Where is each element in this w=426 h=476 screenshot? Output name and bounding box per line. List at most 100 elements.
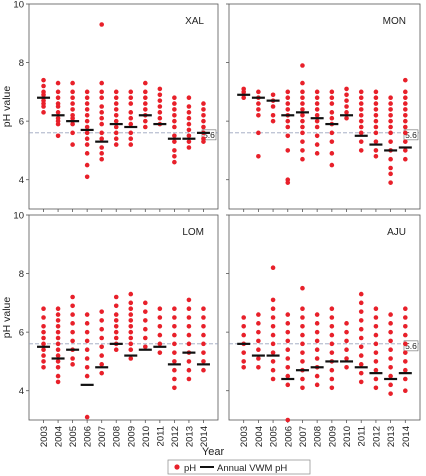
y-tick-label: 4 [19, 175, 24, 186]
data-point [373, 323, 379, 329]
data-point [256, 312, 261, 317]
data-point [300, 323, 305, 329]
data-point [201, 306, 206, 312]
data-point [388, 321, 393, 326]
data-point [157, 104, 163, 109]
data-point [113, 294, 119, 300]
data-point [373, 112, 379, 118]
data-point [157, 115, 163, 121]
data-point [388, 101, 393, 106]
y-tick-label: 6 [19, 117, 24, 128]
data-point [186, 359, 192, 364]
data-point [186, 115, 192, 121]
data-point [172, 332, 177, 338]
data-point [55, 329, 61, 335]
data-point [373, 153, 379, 159]
data-point [300, 80, 305, 86]
data-point [270, 118, 276, 124]
data-point [314, 338, 320, 344]
data-point [329, 385, 335, 391]
legend-point-icon [174, 464, 180, 470]
data-point [300, 95, 305, 101]
data-point [157, 323, 163, 329]
data-point [113, 101, 119, 106]
data-point [186, 139, 192, 144]
data-point [172, 118, 177, 124]
data-point [99, 156, 104, 162]
x-tick-label: 2014 [199, 426, 210, 447]
data-point [172, 133, 177, 139]
data-point [388, 312, 393, 317]
data-point [128, 95, 134, 101]
data-point [344, 338, 349, 344]
data-point [344, 364, 349, 370]
data-point [344, 356, 349, 361]
data-point [201, 124, 206, 130]
data-point [143, 335, 148, 341]
data-point [201, 101, 206, 106]
data-point [186, 306, 192, 312]
y-tick-label: 8 [19, 269, 24, 280]
panel-xal: 4 6 8 10 pH value 5.6 XAL [1, 0, 219, 212]
x-tick-label: 2005 [269, 426, 280, 447]
data-point [403, 350, 408, 355]
data-point [314, 321, 320, 326]
data-point [157, 315, 163, 320]
data-point [172, 315, 177, 320]
data-point [300, 118, 305, 124]
data-point [157, 350, 163, 355]
data-point [55, 379, 61, 385]
panel-frame [228, 3, 421, 210]
data-point [358, 309, 364, 314]
data-point [256, 364, 261, 370]
data-point [388, 329, 393, 335]
data-point [113, 323, 119, 329]
data-point [84, 112, 90, 118]
data-point [201, 112, 206, 118]
data-point [329, 151, 335, 156]
x-axes: 2003 2004 2005 2006 2007 2008 2009 2010 2011 2012… [39, 426, 412, 447]
data-point [388, 347, 393, 353]
data-point [84, 321, 90, 326]
data-point [300, 107, 305, 112]
data-point [373, 148, 379, 153]
data-point [84, 107, 90, 112]
data-point [70, 121, 75, 127]
data-point [143, 300, 148, 306]
data-point [55, 364, 61, 370]
data-point [285, 338, 291, 344]
data-point [373, 332, 379, 338]
data-point [84, 364, 90, 370]
data-point [358, 318, 364, 323]
data-point [285, 417, 291, 423]
data-point [172, 341, 177, 347]
x-tick-label: 2004 [254, 426, 265, 447]
x-tick-label: 2008 [112, 426, 123, 447]
data-point [186, 145, 192, 150]
data-point [300, 112, 305, 118]
data-point [186, 110, 192, 115]
data-point [373, 341, 379, 347]
data-point [143, 80, 148, 86]
data-point [113, 136, 119, 142]
data-point [300, 139, 305, 144]
data-point [403, 89, 408, 95]
data-point [329, 367, 335, 373]
data-point [256, 153, 261, 159]
data-point [41, 359, 46, 364]
data-point [84, 312, 90, 317]
data-point [373, 385, 379, 391]
data-point [84, 124, 90, 130]
data-point [41, 323, 46, 329]
data-point [314, 151, 320, 156]
x-tick-label: 2009 [327, 426, 338, 447]
data-point [99, 115, 104, 121]
panel-title: XAL [185, 16, 204, 27]
data-point [388, 338, 393, 344]
x-tick-label: 2013 [386, 426, 397, 447]
data-point [84, 136, 90, 142]
reference-label: 5.6 [405, 341, 417, 351]
data-point [201, 332, 206, 338]
data-point [113, 318, 119, 323]
